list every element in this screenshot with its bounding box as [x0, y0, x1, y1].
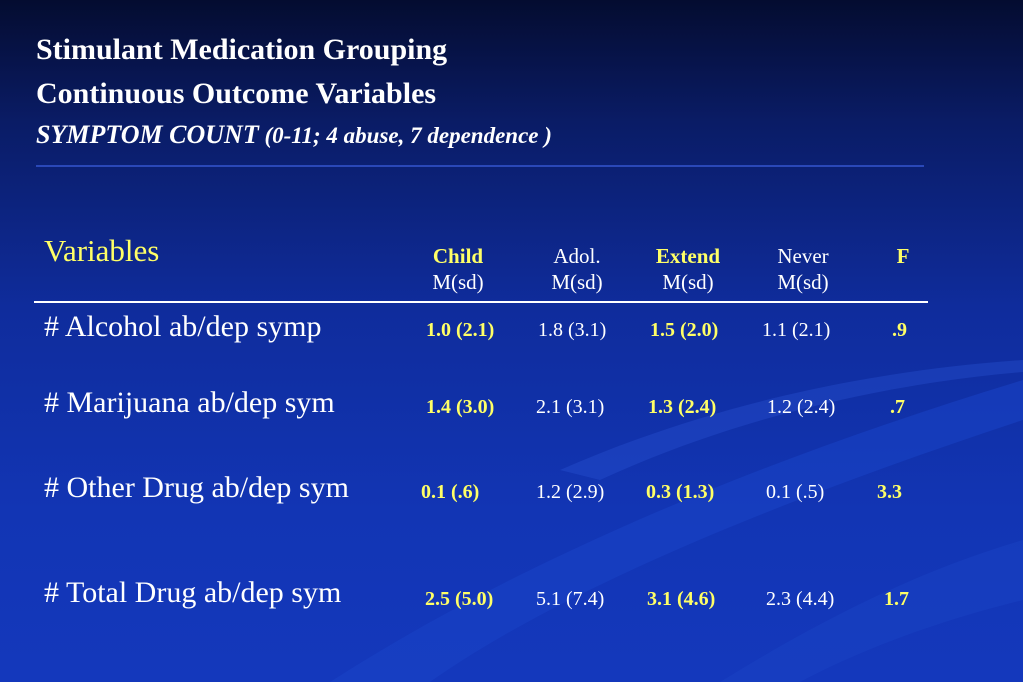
title-line-3: SYMPTOM COUNT (0-11; 4 abuse, 7 dependen…	[36, 116, 552, 155]
cell-marijuana-never: 1.2 (2.4)	[767, 396, 836, 418]
cell-marijuana-f: .7	[890, 396, 905, 418]
cell-marijuana-extend: 1.3 (2.4)	[648, 396, 717, 418]
column-name: Never	[777, 244, 829, 268]
variables-header: Variables	[44, 233, 160, 268]
column-sub: M(sd)	[551, 270, 603, 294]
column-header-extend: Extend M(sd)	[640, 243, 736, 295]
column-name: F	[896, 244, 910, 268]
cell-marijuana-child: 1.4 (3.0)	[426, 396, 495, 418]
column-name: Child	[432, 244, 484, 268]
cell-total-adol: 5.1 (7.4)	[536, 588, 605, 610]
cell-total-never: 2.3 (4.4)	[766, 588, 835, 610]
title-line-2: Continuous Outcome Variables	[36, 77, 437, 110]
cell-marijuana-adol: 2.1 (3.1)	[536, 396, 605, 418]
row-label-marijuana: # Marijuana ab/dep sym	[44, 386, 335, 419]
column-sub: M(sd)	[432, 270, 484, 294]
row-label-other-drug: # Other Drug ab/dep sym	[44, 471, 349, 504]
column-header-never: Never M(sd)	[760, 243, 846, 295]
column-sub: M(sd)	[662, 270, 714, 294]
cell-other-extend: 0.3 (1.3)	[646, 481, 715, 503]
column-header-f: F	[888, 243, 918, 269]
row-label-alcohol: # Alcohol ab/dep symp	[44, 310, 322, 343]
cell-total-extend: 3.1 (4.6)	[647, 588, 716, 610]
symptom-count-heading: SYMPTOM COUNT	[36, 120, 259, 149]
cell-total-f: 1.7	[884, 588, 909, 610]
column-name: Extend	[655, 244, 721, 268]
column-sub: M(sd)	[777, 270, 829, 294]
cell-alcohol-child: 1.0 (2.1)	[426, 319, 495, 341]
column-header-adol: Adol. M(sd)	[534, 243, 620, 295]
cell-other-never: 0.1 (.5)	[766, 481, 825, 503]
column-name: Adol.	[553, 244, 601, 268]
row-label-total-drug: # Total Drug ab/dep sym	[44, 576, 342, 609]
cell-other-adol: 1.2 (2.9)	[536, 481, 605, 503]
title-line-1: Stimulant Medication Grouping	[36, 33, 448, 66]
cell-total-child: 2.5 (5.0)	[425, 588, 494, 610]
cell-alcohol-never: 1.1 (2.1)	[762, 319, 831, 341]
column-header-child: Child M(sd)	[410, 243, 506, 295]
cell-alcohol-f: .9	[892, 319, 907, 341]
header-divider	[34, 301, 928, 303]
cell-other-child: 0.1 (.6)	[421, 481, 480, 503]
cell-other-f: 3.3	[877, 481, 902, 503]
cell-alcohol-adol: 1.8 (3.1)	[538, 319, 607, 341]
symptom-count-range: (0-11; 4 abuse, 7 dependence )	[258, 123, 552, 148]
slide-title: Stimulant Medication Grouping Continuous…	[36, 28, 552, 155]
title-divider	[36, 165, 924, 167]
cell-alcohol-extend: 1.5 (2.0)	[650, 319, 719, 341]
